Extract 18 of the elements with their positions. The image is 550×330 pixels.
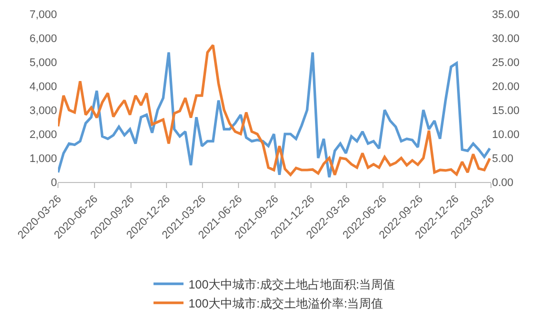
y2-tick-label: 15.00 (492, 104, 520, 117)
y-tick-label: 0 (50, 176, 57, 189)
y2-tick-label: 20.00 (492, 80, 520, 93)
y-tick-label: 7,000 (29, 8, 57, 21)
y2-tick-label: 5.00 (492, 152, 514, 165)
y2-tick-label: 25.00 (492, 56, 520, 69)
y-tick-label: 5,000 (29, 56, 57, 69)
y2-tick-label: 35.00 (492, 8, 520, 21)
y-tick-label: 4,000 (29, 80, 57, 93)
y-tick-label: 2,000 (29, 128, 57, 141)
y2-tick-label: 0.00 (492, 176, 514, 189)
y2-tick-label: 10.00 (492, 128, 520, 141)
legend-label: 100大中城市:成交土地占地面积:当周值 (188, 278, 396, 292)
y2-tick-label: 30.00 (492, 32, 520, 45)
y-tick-label: 3,000 (29, 104, 57, 117)
y-tick-label: 1,000 (29, 152, 57, 165)
y-tick-label: 6,000 (29, 32, 57, 45)
legend-label: 100大中城市:成交土地溢价率:当周值 (188, 296, 384, 311)
